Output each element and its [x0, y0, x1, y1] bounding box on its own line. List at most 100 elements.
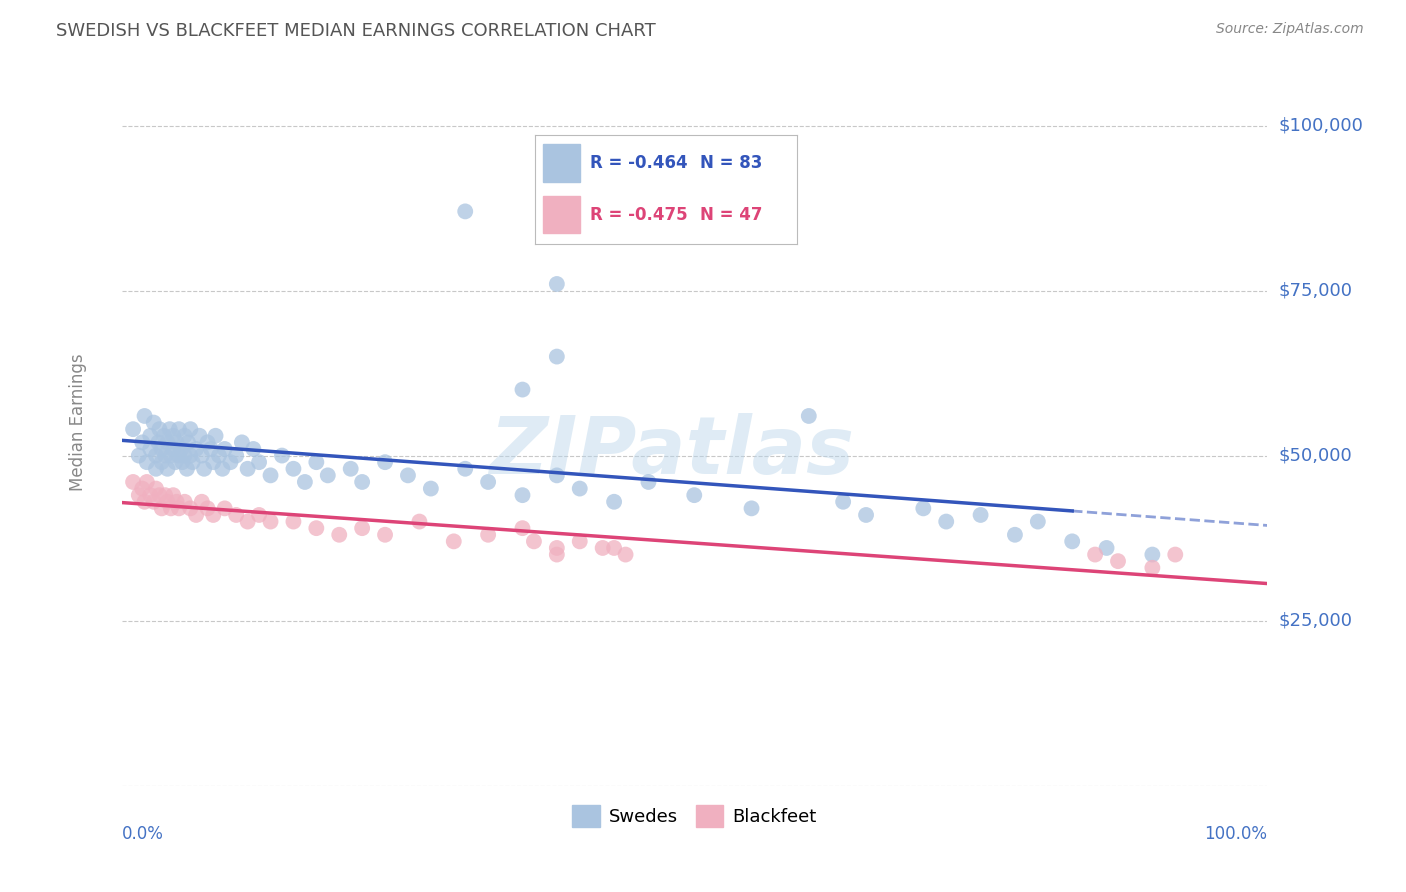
Point	[855, 508, 877, 522]
Point	[150, 501, 173, 516]
Point	[339, 462, 361, 476]
Point	[247, 508, 270, 522]
Point	[166, 435, 188, 450]
Point	[200, 442, 222, 456]
Point	[283, 515, 305, 529]
Point	[142, 495, 165, 509]
Point	[208, 449, 231, 463]
Point	[1004, 528, 1026, 542]
Point	[145, 482, 167, 496]
Text: N = 47: N = 47	[700, 206, 762, 224]
Point	[139, 442, 162, 456]
Point	[160, 449, 183, 463]
Point	[396, 468, 419, 483]
Point	[214, 442, 236, 456]
Point	[184, 442, 207, 456]
Point	[145, 462, 167, 476]
Point	[153, 429, 176, 443]
Point	[150, 455, 173, 469]
Point	[1062, 534, 1084, 549]
Legend: Swedes, Blackfeet: Swedes, Blackfeet	[565, 798, 824, 835]
Text: SWEDISH VS BLACKFEET MEDIAN EARNINGS CORRELATION CHART: SWEDISH VS BLACKFEET MEDIAN EARNINGS COR…	[56, 22, 657, 40]
Point	[214, 501, 236, 516]
Point	[259, 515, 281, 529]
Point	[148, 422, 170, 436]
Point	[477, 528, 499, 542]
Text: 100.0%: 100.0%	[1204, 825, 1267, 844]
Point	[162, 442, 184, 456]
Point	[179, 449, 201, 463]
Point	[546, 277, 568, 291]
Point	[160, 501, 183, 516]
Point	[546, 468, 568, 483]
Point	[236, 462, 259, 476]
Bar	[543, 196, 579, 234]
Point	[148, 435, 170, 450]
Point	[305, 521, 328, 535]
Point	[150, 442, 173, 456]
Point	[167, 501, 190, 516]
Text: ZIPatlas: ZIPatlas	[489, 413, 853, 491]
Point	[454, 462, 477, 476]
Point	[912, 501, 935, 516]
Point	[167, 449, 190, 463]
Point	[153, 449, 176, 463]
Point	[568, 482, 591, 496]
Point	[832, 495, 855, 509]
Point	[316, 468, 339, 483]
Text: R = -0.475: R = -0.475	[591, 206, 688, 224]
Point	[225, 508, 247, 522]
Point	[1164, 548, 1187, 562]
Point	[1142, 548, 1164, 562]
Point	[188, 429, 211, 443]
Point	[128, 449, 150, 463]
Point	[162, 429, 184, 443]
Point	[167, 422, 190, 436]
Point	[512, 488, 534, 502]
Point	[1026, 515, 1049, 529]
Point	[131, 482, 153, 496]
Point	[122, 422, 145, 436]
Point	[419, 482, 441, 496]
Point	[153, 488, 176, 502]
Point	[637, 475, 659, 489]
Text: Source: ZipAtlas.com: Source: ZipAtlas.com	[1216, 22, 1364, 37]
Point	[156, 495, 179, 509]
Point	[128, 488, 150, 502]
Point	[156, 462, 179, 476]
Point	[592, 541, 614, 555]
Point	[741, 501, 763, 516]
Point	[614, 548, 637, 562]
Point	[122, 475, 145, 489]
Point	[145, 449, 167, 463]
Point	[191, 495, 214, 509]
Point	[204, 429, 226, 443]
Text: N = 83: N = 83	[700, 154, 762, 172]
Point	[408, 515, 430, 529]
Point	[197, 435, 219, 450]
Point	[512, 383, 534, 397]
Point	[173, 429, 195, 443]
Point	[374, 455, 396, 469]
Text: Median Earnings: Median Earnings	[69, 354, 87, 491]
Point	[134, 409, 156, 423]
Point	[935, 515, 957, 529]
Point	[225, 449, 247, 463]
Point	[142, 416, 165, 430]
Point	[352, 475, 374, 489]
Point	[211, 462, 233, 476]
Point	[173, 449, 195, 463]
Point	[134, 495, 156, 509]
Point	[1084, 548, 1107, 562]
Point	[271, 449, 294, 463]
Point	[162, 488, 184, 502]
Point	[166, 495, 188, 509]
Point	[219, 455, 242, 469]
Point	[603, 541, 626, 555]
Text: $50,000: $50,000	[1278, 447, 1351, 465]
Point	[202, 508, 225, 522]
Point	[969, 508, 991, 522]
Point	[454, 204, 477, 219]
Point	[523, 534, 546, 549]
Point	[177, 435, 200, 450]
